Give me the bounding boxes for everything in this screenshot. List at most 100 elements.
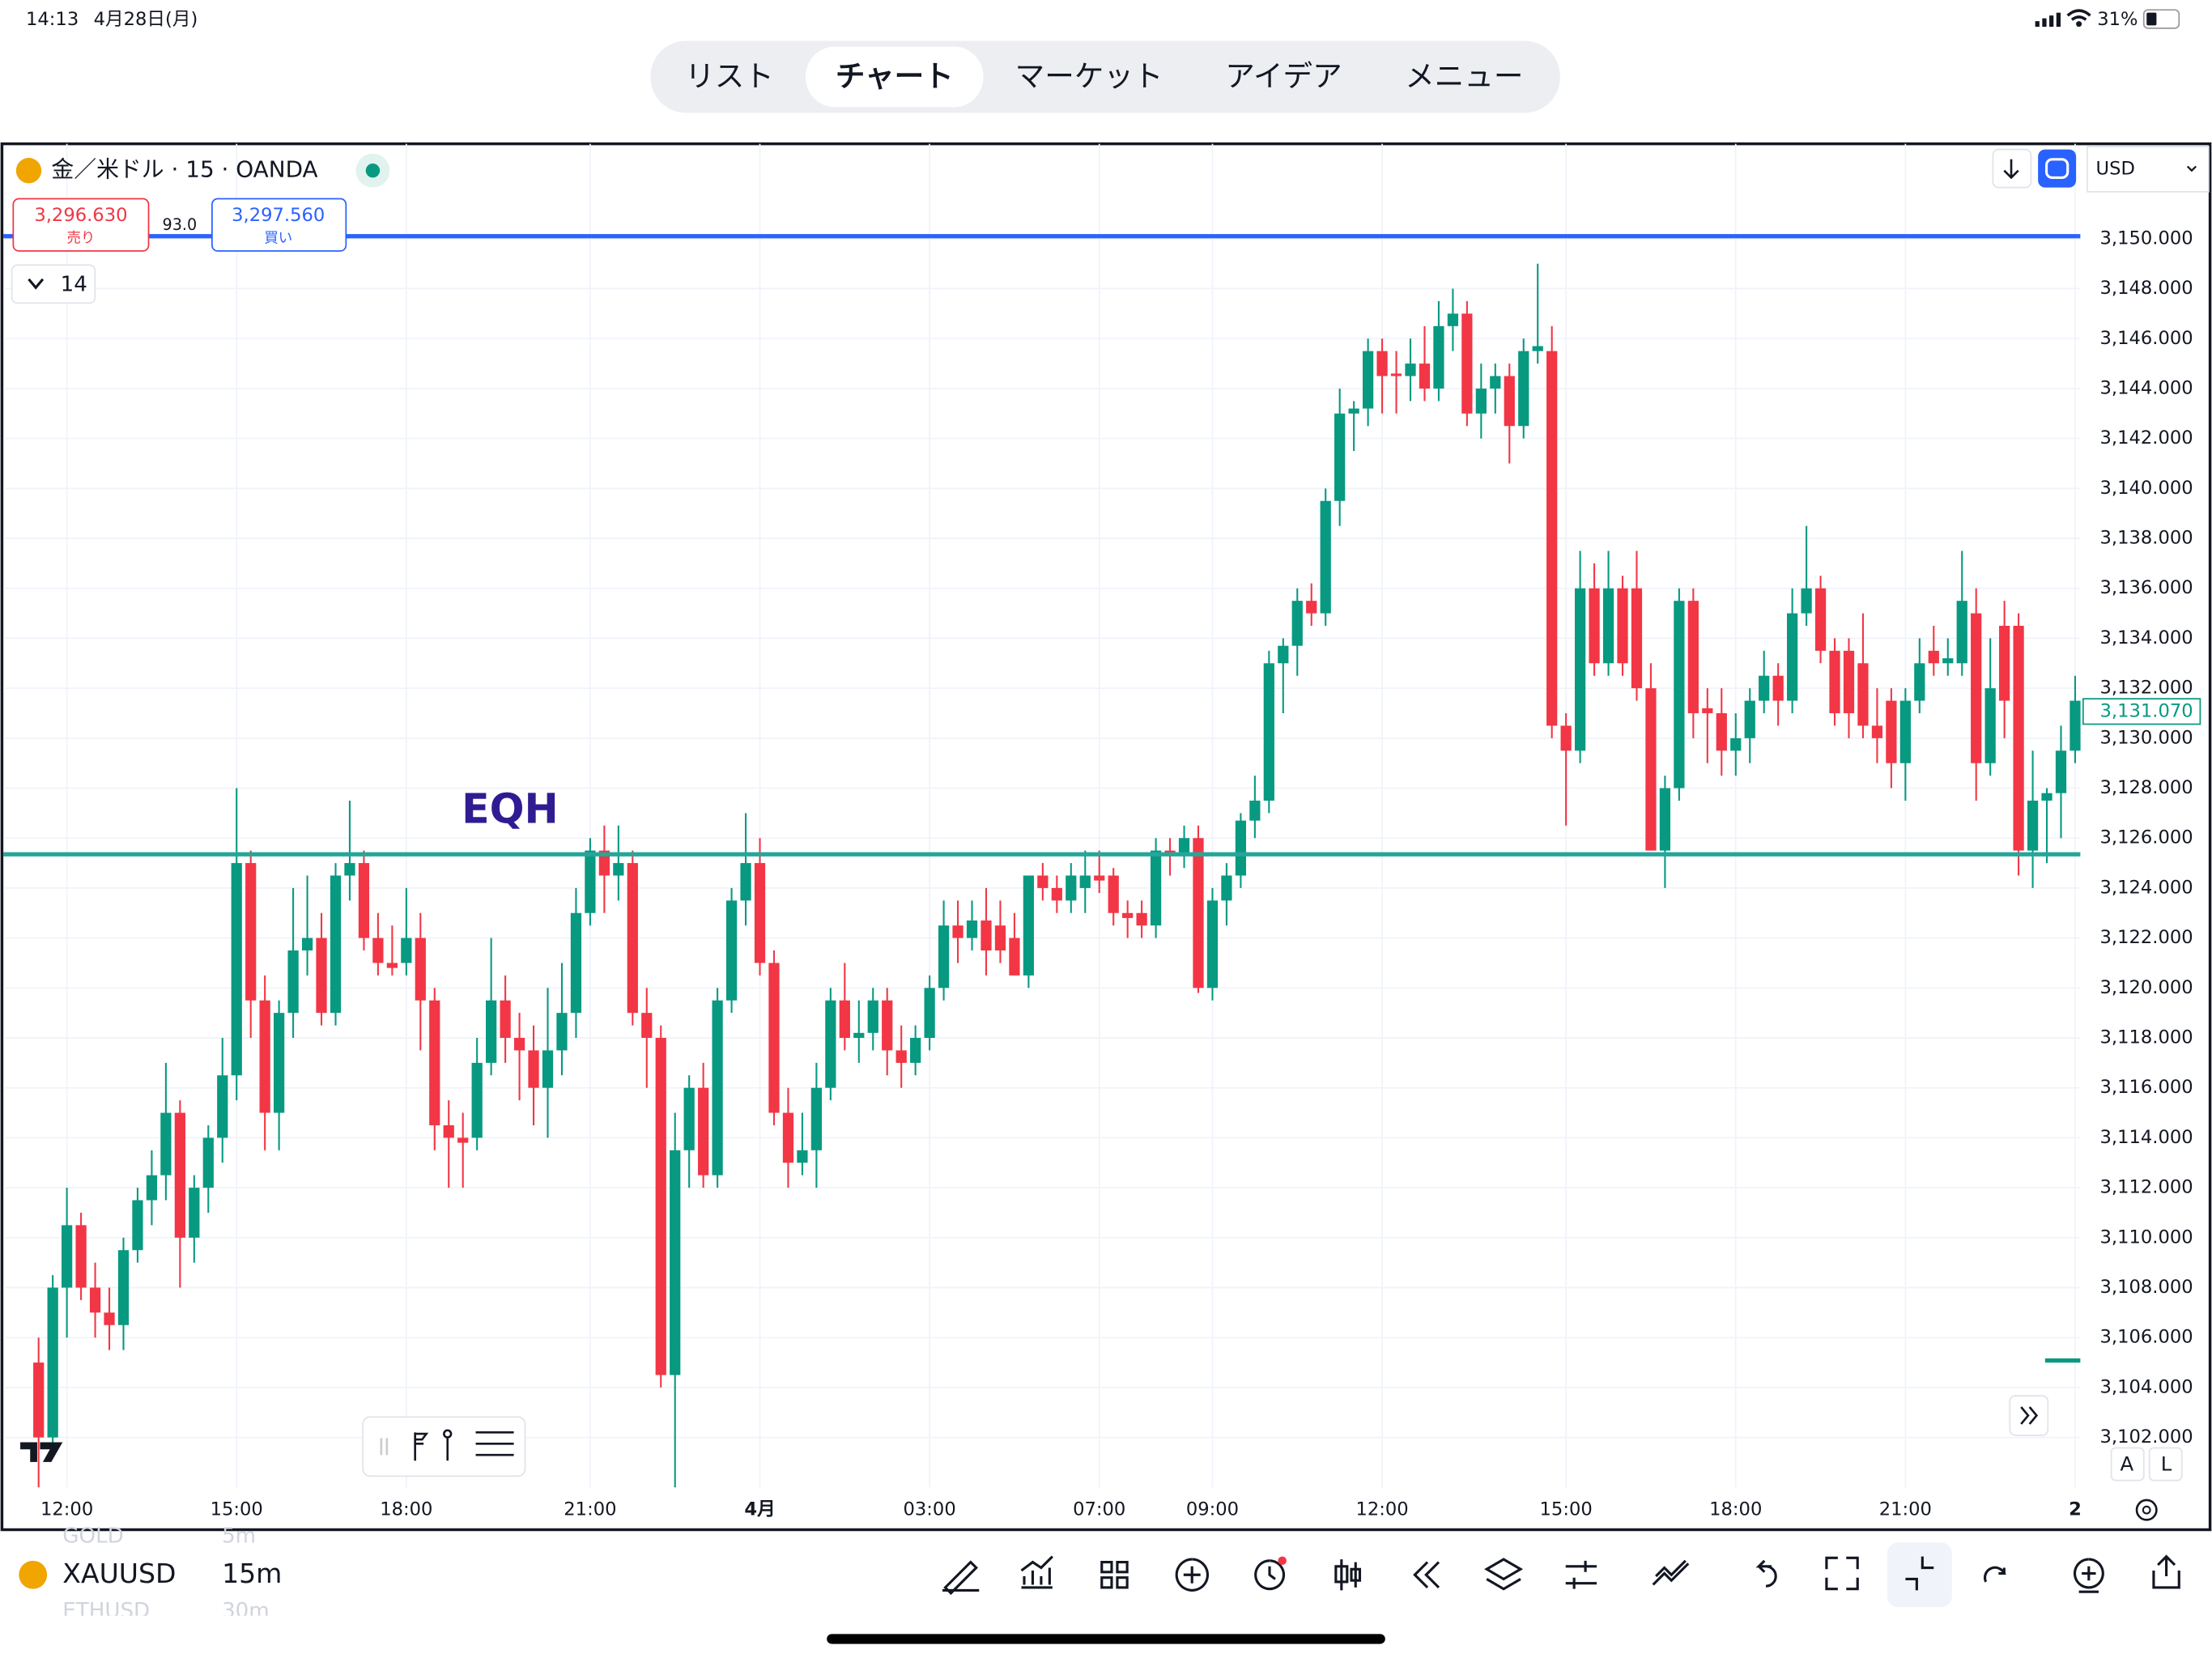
battery-text: 31%	[2097, 9, 2138, 30]
toolbar-icon[interactable]	[942, 1560, 980, 1596]
current-interval[interactable]: 15m	[222, 1558, 282, 1589]
tab[interactable]: メニュー	[1405, 58, 1523, 93]
candle-body	[1574, 588, 1586, 751]
sync-button[interactable]	[2038, 149, 2077, 188]
candle-body	[1320, 500, 1331, 614]
sell-button[interactable]	[12, 198, 150, 252]
candle-body	[1376, 351, 1388, 376]
toolbar-icon[interactable]	[1983, 1566, 2006, 1583]
candle-body	[740, 863, 751, 901]
candle-body	[542, 1050, 554, 1088]
candle-body	[810, 1087, 823, 1150]
candle-body	[598, 850, 610, 876]
tab[interactable]: アイデア	[1225, 58, 1342, 93]
arrow-icon	[2003, 159, 2019, 180]
auto-scale-button[interactable]	[2110, 1447, 2145, 1482]
log-scale-button[interactable]	[2148, 1447, 2183, 1482]
toolbar-icon[interactable]	[1484, 1558, 1524, 1591]
candle-body	[1178, 838, 1190, 856]
tab[interactable]: マーケット	[1015, 58, 1163, 93]
toolbar-icon[interactable]	[1254, 1559, 1286, 1591]
candle-body	[1928, 650, 1939, 664]
battery-icon	[2142, 9, 2180, 29]
candle-body	[1390, 373, 1402, 376]
x-tick-label: 21:00	[564, 1499, 616, 1520]
x-tick-label: 18:00	[1709, 1499, 1762, 1520]
candle-body	[768, 963, 780, 1113]
toolbar-icon[interactable]	[1100, 1561, 1129, 1589]
candle-body	[1291, 601, 1303, 646]
toolbar-icon[interactable]	[1825, 1556, 1859, 1591]
toolbar-icon[interactable]	[1652, 1559, 1690, 1586]
candle-body	[994, 925, 1006, 951]
currency: USD	[2096, 158, 2135, 179]
toolbar-icon[interactable]	[1175, 1558, 1210, 1592]
y-tick-label: 3,146.000	[2100, 328, 2193, 349]
candle-body	[797, 1150, 808, 1163]
indicator-toggle[interactable]	[11, 264, 96, 304]
current-symbol[interactable]: XAUUSD	[62, 1558, 176, 1589]
candle-body	[882, 1000, 893, 1051]
candle-body	[895, 1050, 907, 1063]
toolbar-icon[interactable]	[1413, 1561, 1440, 1589]
x-tick-label: 12:00	[1355, 1499, 1408, 1520]
candle-body	[1984, 688, 1996, 763]
annotation: EQH	[462, 785, 559, 833]
toolbar-icon[interactable]	[1020, 1555, 1053, 1589]
y-tick-label: 3,150.000	[2100, 227, 2193, 249]
candle-body	[670, 1150, 681, 1375]
buy-label: 買い	[264, 230, 292, 246]
candle-body	[401, 937, 412, 963]
tab[interactable]: チャート	[836, 58, 954, 93]
battery-level	[2146, 12, 2157, 26]
x-tick-label: 2	[2069, 1499, 2082, 1520]
toolbar-icon[interactable]	[1565, 1560, 1597, 1589]
candle-body	[1843, 650, 1855, 713]
candle-body	[245, 863, 257, 1001]
toolbar-icon[interactable]	[2073, 1558, 2104, 1593]
candle-body	[952, 925, 963, 938]
toolbar-icon[interactable]	[1334, 1559, 1362, 1591]
candle-body	[160, 1112, 172, 1175]
candle-body	[1334, 413, 1346, 501]
candle-body	[966, 920, 978, 938]
chevrons-icon	[2020, 1406, 2039, 1425]
candle-body	[274, 1013, 285, 1113]
toolbar-icon[interactable]	[1905, 1556, 1934, 1591]
y-tick-label: 3,148.000	[2100, 278, 2193, 299]
y-tick-label: 3,122.000	[2100, 927, 2193, 948]
y-tick-label: 3,104.000	[2100, 1376, 2193, 1397]
candle-body	[585, 850, 596, 913]
candle-body	[386, 963, 398, 968]
buy-button[interactable]	[211, 198, 347, 252]
candle-body	[712, 1000, 723, 1175]
settings-icon[interactable]	[2135, 1499, 2158, 1521]
last-price-label: 3,131.070	[2100, 700, 2193, 721]
candle-body	[1094, 875, 1105, 881]
candle-body	[698, 1087, 709, 1175]
y-tick-label: 3,130.000	[2100, 727, 2193, 748]
candle-body	[500, 1000, 511, 1039]
toolbar-icon[interactable]	[1755, 1559, 1777, 1588]
candle-body	[1306, 601, 1317, 614]
buy-price: 3,297.560	[232, 205, 325, 226]
settings-icon-center	[2142, 1505, 2151, 1515]
currency-select[interactable]	[2087, 146, 2210, 193]
candle-body	[1532, 346, 1543, 351]
candle-body	[1674, 601, 1685, 789]
x-tick-label: 21:00	[1879, 1499, 1932, 1520]
toolbar-icon[interactable]	[2152, 1554, 2180, 1589]
y-tick-label: 3,120.000	[2100, 977, 2193, 998]
candle-body	[924, 988, 935, 1039]
candle-body	[1447, 313, 1459, 326]
y-tick-label: 3,136.000	[2100, 577, 2193, 598]
x-tick-label: 18:00	[380, 1499, 432, 1520]
status-date: 4月28日(月)	[94, 9, 198, 30]
symbol-name[interactable]: 金／米ドル · 15 · OANDA	[51, 156, 317, 183]
candle-body	[683, 1087, 695, 1150]
candle-body	[1772, 675, 1784, 701]
tab[interactable]: リスト	[685, 58, 774, 93]
candle-body	[372, 937, 384, 963]
